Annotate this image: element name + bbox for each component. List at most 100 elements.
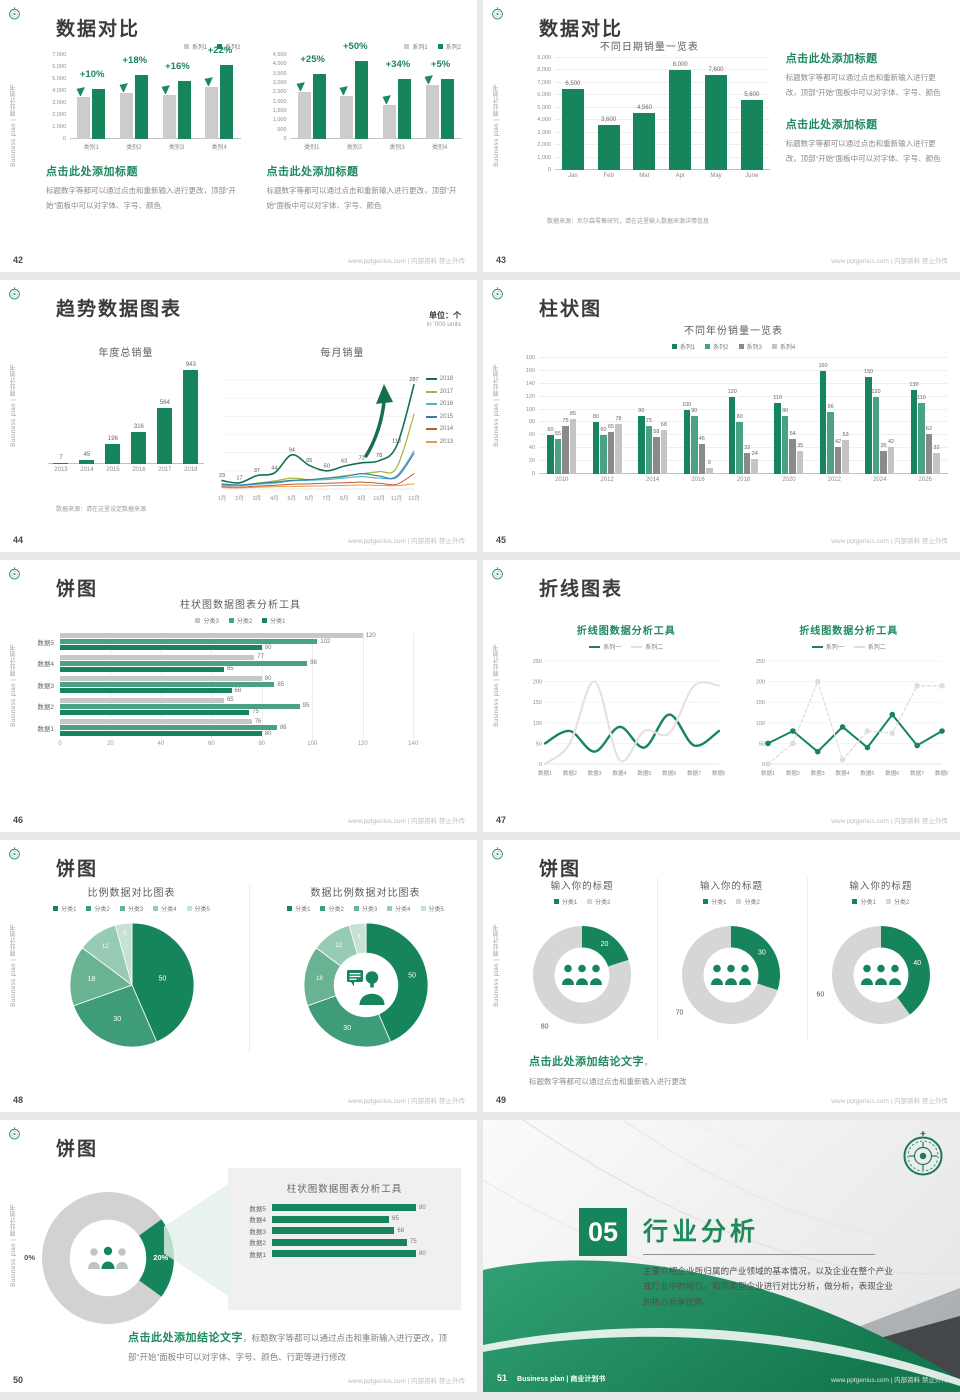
blab: 3,600 bbox=[601, 117, 617, 124]
svg-text:11月: 11月 bbox=[391, 495, 402, 502]
blab: 120 bbox=[727, 388, 737, 395]
garrow bbox=[424, 73, 435, 85]
sw bbox=[425, 415, 437, 418]
conclusion-body: ，标题数字等都可以通过点击和重新输入进行更改，顶部“开始”面板中可以对字体、字号… bbox=[128, 1333, 448, 1362]
hgrid bbox=[413, 633, 415, 739]
lgt: 分类1 bbox=[61, 907, 77, 913]
grp: 90 75 58 68 bbox=[630, 358, 675, 474]
gl bbox=[539, 473, 948, 474]
bar: 110 bbox=[917, 395, 926, 474]
hline: 77 bbox=[60, 654, 451, 660]
xl: Feb bbox=[603, 173, 614, 179]
blab: 130 bbox=[909, 382, 919, 389]
hrow: 80 85 68 数据3 bbox=[37, 676, 451, 694]
slide-body: 比例数据对比图表 分类1 分类2 分类3 分类4 分类5 50 30 18 12 5 数据比例数据对… bbox=[40, 884, 457, 1053]
blab: 6,500 bbox=[565, 81, 581, 88]
ytick: 4,000 bbox=[537, 117, 551, 124]
bar bbox=[134, 75, 148, 139]
blab: 42 bbox=[887, 438, 895, 445]
hval: 77 bbox=[257, 654, 264, 660]
svg-text:23: 23 bbox=[219, 473, 225, 479]
chart-title: 折线图数据分析工具 bbox=[576, 626, 676, 637]
bar-panel: 柱状图数据图表分析工具 80 数据5 65 数据4 68 数据3 75 数据2 80 数据1 bbox=[228, 1168, 461, 1310]
lgi: 系列3 bbox=[738, 342, 762, 351]
xl: 类别1 bbox=[83, 145, 99, 151]
hwrap: 80 数据5 65 数据4 68 数据3 75 数据2 80 数据1 bbox=[249, 1204, 443, 1259]
hval: 76 bbox=[254, 718, 262, 725]
slide-42: Business plan | 商业计划书 数据对比 系列1 系列2 7,000 6,… bbox=[0, 0, 477, 272]
sidebar-vertical-text: Business plan | 商业计划书 bbox=[11, 364, 17, 447]
ytick: 500 bbox=[277, 126, 287, 133]
lgi: 分类1 bbox=[262, 616, 286, 625]
lgi: 分类1 bbox=[53, 904, 76, 913]
ytick: 120 bbox=[525, 393, 535, 400]
sw bbox=[353, 906, 359, 911]
blab: 943 bbox=[185, 361, 196, 368]
lgt: 分类3 bbox=[127, 907, 144, 913]
bar: 55 bbox=[554, 431, 562, 474]
lgi: 分类3 bbox=[195, 616, 219, 625]
svg-text:287: 287 bbox=[409, 377, 418, 383]
slide-44: Business plan | 商业计划书 趋势数据图表 单位：个 in '00… bbox=[0, 280, 477, 552]
lgi: 分类3 bbox=[119, 904, 144, 913]
bar bbox=[297, 92, 311, 139]
gl bbox=[539, 369, 948, 371]
lgt: 系列一 bbox=[603, 645, 622, 651]
blab: 100 bbox=[682, 401, 692, 408]
ytick: 7,000 bbox=[52, 52, 66, 58]
bar: 42 bbox=[887, 439, 895, 474]
gl bbox=[555, 106, 770, 108]
sw bbox=[183, 44, 189, 49]
plot: 60 55 75 85 80 60 65 78 90 75 58 68 100 90 46 9 120 80 32 2… bbox=[539, 357, 948, 474]
ytick: 2,000 bbox=[537, 142, 551, 149]
yax: 180 160 140 120 100 80 60 40 20 0 bbox=[519, 355, 539, 477]
vlgi: 2016 bbox=[425, 401, 454, 407]
page-title: 饼图 bbox=[539, 859, 582, 880]
ytick: 0 bbox=[547, 167, 551, 173]
pct: +50% bbox=[343, 40, 368, 52]
grp: 120 80 32 24 bbox=[721, 358, 766, 474]
blab: 35 bbox=[880, 443, 887, 450]
hwrap: 120 102 80 数据5 77 98 65 数据4 80 85 68 数据3 65 95 75 数据2 76… bbox=[37, 633, 451, 751]
gl bbox=[539, 460, 948, 462]
hbar bbox=[60, 645, 262, 650]
lgi: 系列2 bbox=[217, 42, 241, 51]
ytick: 1,500 bbox=[272, 108, 287, 114]
sidebar-vertical-text: Business plan | 商业计划书 bbox=[494, 924, 500, 1007]
lgt: 系列2 bbox=[225, 45, 241, 51]
bar bbox=[383, 105, 397, 139]
lgt: 分类4 bbox=[161, 907, 177, 913]
bar bbox=[398, 79, 412, 139]
xl: 类别4 bbox=[432, 145, 448, 151]
grp: 3,600 bbox=[591, 58, 627, 170]
svg-text:118: 118 bbox=[392, 439, 401, 445]
xtick: 100 bbox=[307, 740, 318, 747]
svg-text:10月: 10月 bbox=[373, 495, 385, 502]
grp: 100 90 46 9 bbox=[675, 358, 720, 474]
sw bbox=[425, 428, 437, 430]
sidebar-vertical-text: Business plan | 商业计划书 bbox=[494, 364, 500, 447]
page-title: 数据对比 bbox=[56, 19, 141, 40]
ytick: 0 bbox=[283, 136, 287, 142]
lgi: 系列一 bbox=[589, 642, 621, 651]
hline: 102 bbox=[60, 639, 451, 645]
sw bbox=[738, 344, 744, 349]
grp: +34% bbox=[376, 55, 419, 139]
svg-text:80%: 80% bbox=[24, 1253, 35, 1262]
sw bbox=[86, 906, 92, 911]
xtick: 140 bbox=[408, 740, 419, 747]
lgt: 分类2 bbox=[94, 907, 110, 913]
svg-text:70: 70 bbox=[676, 1009, 684, 1016]
lgi: 分类2 bbox=[86, 904, 110, 913]
hbar bbox=[60, 676, 262, 681]
unit-line2: in '000 units bbox=[426, 321, 462, 328]
pct: +10% bbox=[79, 68, 105, 80]
bar: 90 bbox=[691, 408, 698, 474]
bar: 60 bbox=[547, 427, 554, 474]
ytick: 3,500 bbox=[272, 70, 287, 77]
lgt: 2016 bbox=[439, 401, 454, 407]
lgi: 分类2 bbox=[320, 904, 344, 913]
unit-note: 单位：个 in '000 units bbox=[427, 310, 462, 328]
bar: 120 bbox=[728, 389, 737, 474]
blab: 75 bbox=[562, 417, 569, 424]
